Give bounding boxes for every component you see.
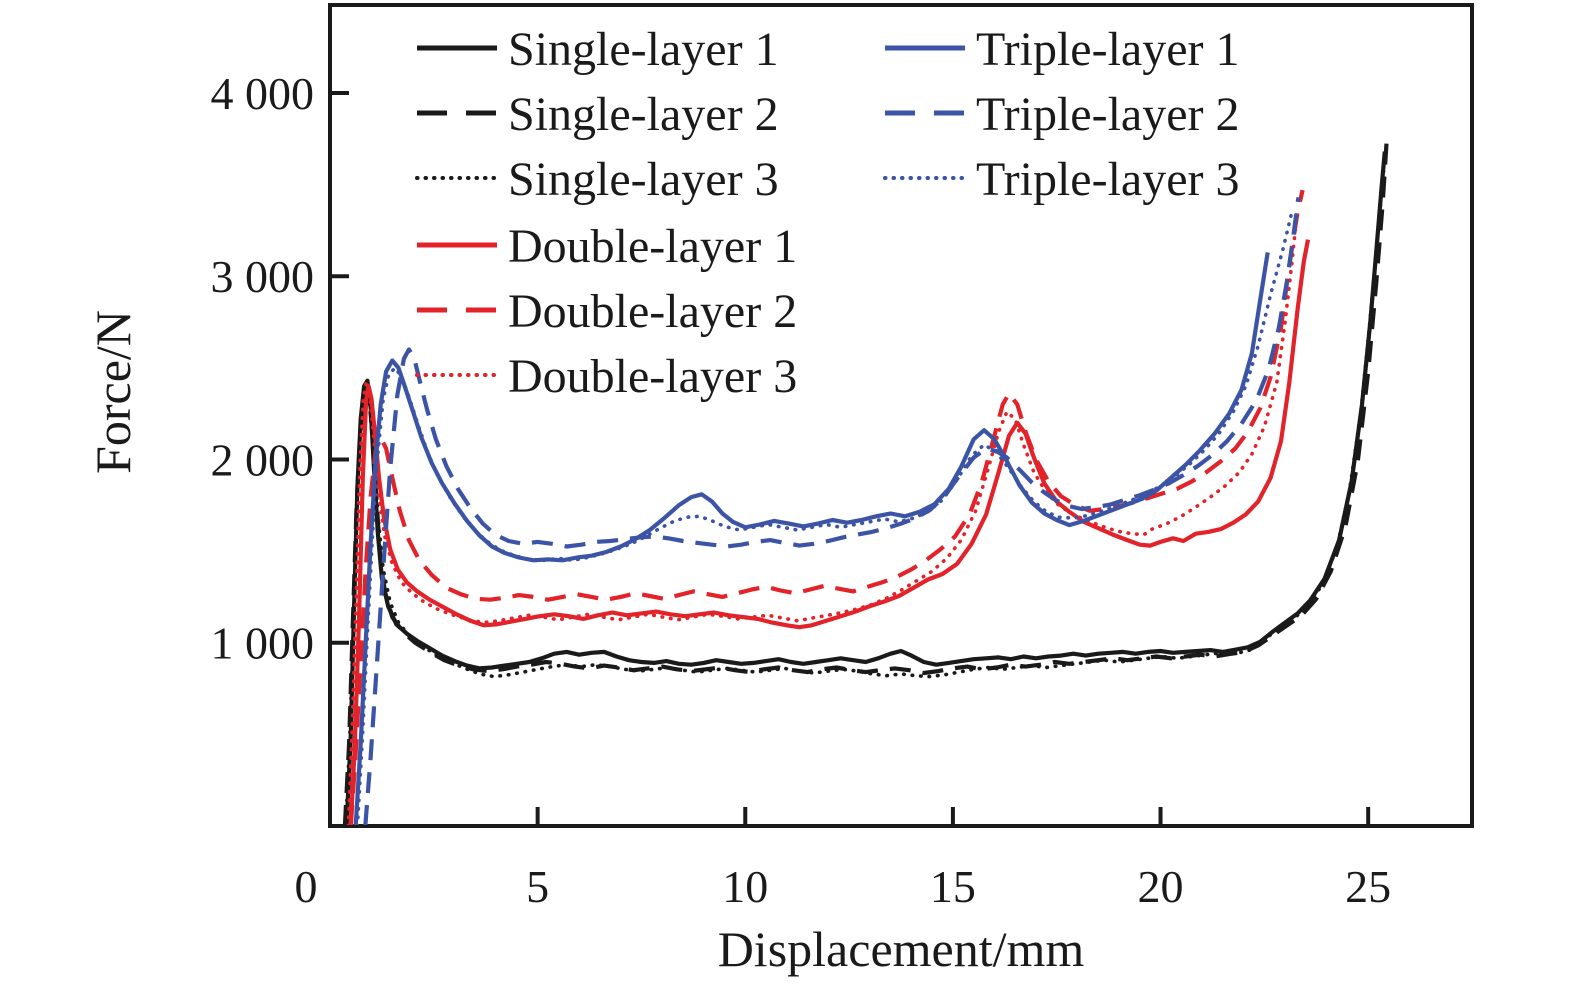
plot-area-frame (328, 3, 1474, 828)
series-triple-layer-2 (363, 197, 1301, 825)
legend-item-triple-layer-2: Triple-layer 2 (885, 88, 1240, 141)
x-axis-title: Displacement/mm (718, 921, 1085, 977)
x-tick-label: 0 (295, 861, 318, 912)
legend-item-double-layer-1: Double-layer 1 (417, 220, 797, 273)
x-tick-label: 15 (930, 861, 976, 912)
series-single-layer-2 (342, 136, 1389, 825)
legend-item-single-layer-2: Single-layer 2 (417, 88, 779, 141)
legend: Single-layer 1 Single-layer 2 Single-lay… (415, 23, 1240, 403)
legend-item-double-layer-3: Double-layer 3 (415, 350, 797, 403)
series-single-layer-1 (344, 151, 1387, 825)
legend-label: Triple-layer 2 (976, 88, 1240, 141)
legend-item-triple-layer-3: Triple-layer 3 (883, 153, 1240, 206)
y-tick-label: 4 000 (211, 68, 315, 119)
legend-label: Triple-layer 1 (976, 23, 1240, 76)
x-tick-label: 20 (1138, 861, 1184, 912)
series-triple-layer-3 (355, 212, 1294, 825)
legend-label: Single-layer 1 (508, 23, 779, 76)
legend-label: Double-layer 2 (508, 285, 797, 338)
legend-item-double-layer-2: Double-layer 2 (417, 285, 797, 338)
data-curves (342, 136, 1389, 825)
axis-ticks (332, 90, 1371, 824)
axis-tick-labels: 0 5 10 15 20 25 1 000 2 000 3 000 4 000 (211, 68, 1392, 912)
legend-item-single-layer-3: Single-layer 3 (415, 153, 779, 206)
x-tick-label: 5 (526, 861, 549, 912)
y-tick-label: 1 000 (211, 618, 315, 669)
x-tick-label: 10 (722, 861, 768, 912)
legend-label: Single-layer 2 (508, 88, 779, 141)
x-tick-label: 25 (1345, 861, 1391, 912)
legend-label: Double-layer 3 (508, 350, 797, 403)
y-tick-label: 2 000 (211, 434, 315, 485)
legend-item-triple-layer-1: Triple-layer 1 (885, 23, 1240, 76)
y-axis-title: Force/N (85, 310, 141, 474)
legend-item-single-layer-1: Single-layer 1 (417, 23, 779, 76)
y-tick-label: 3 000 (211, 251, 315, 302)
legend-label: Single-layer 3 (508, 153, 779, 206)
series-single-layer-3 (344, 146, 1388, 825)
legend-label: Triple-layer 3 (976, 153, 1240, 206)
series-triple-layer-1 (353, 252, 1270, 825)
legend-label: Double-layer 1 (508, 220, 797, 273)
series-double-layer-1 (348, 239, 1311, 825)
series-double-layer-3 (346, 213, 1299, 825)
series-double-layer-2 (348, 189, 1305, 825)
